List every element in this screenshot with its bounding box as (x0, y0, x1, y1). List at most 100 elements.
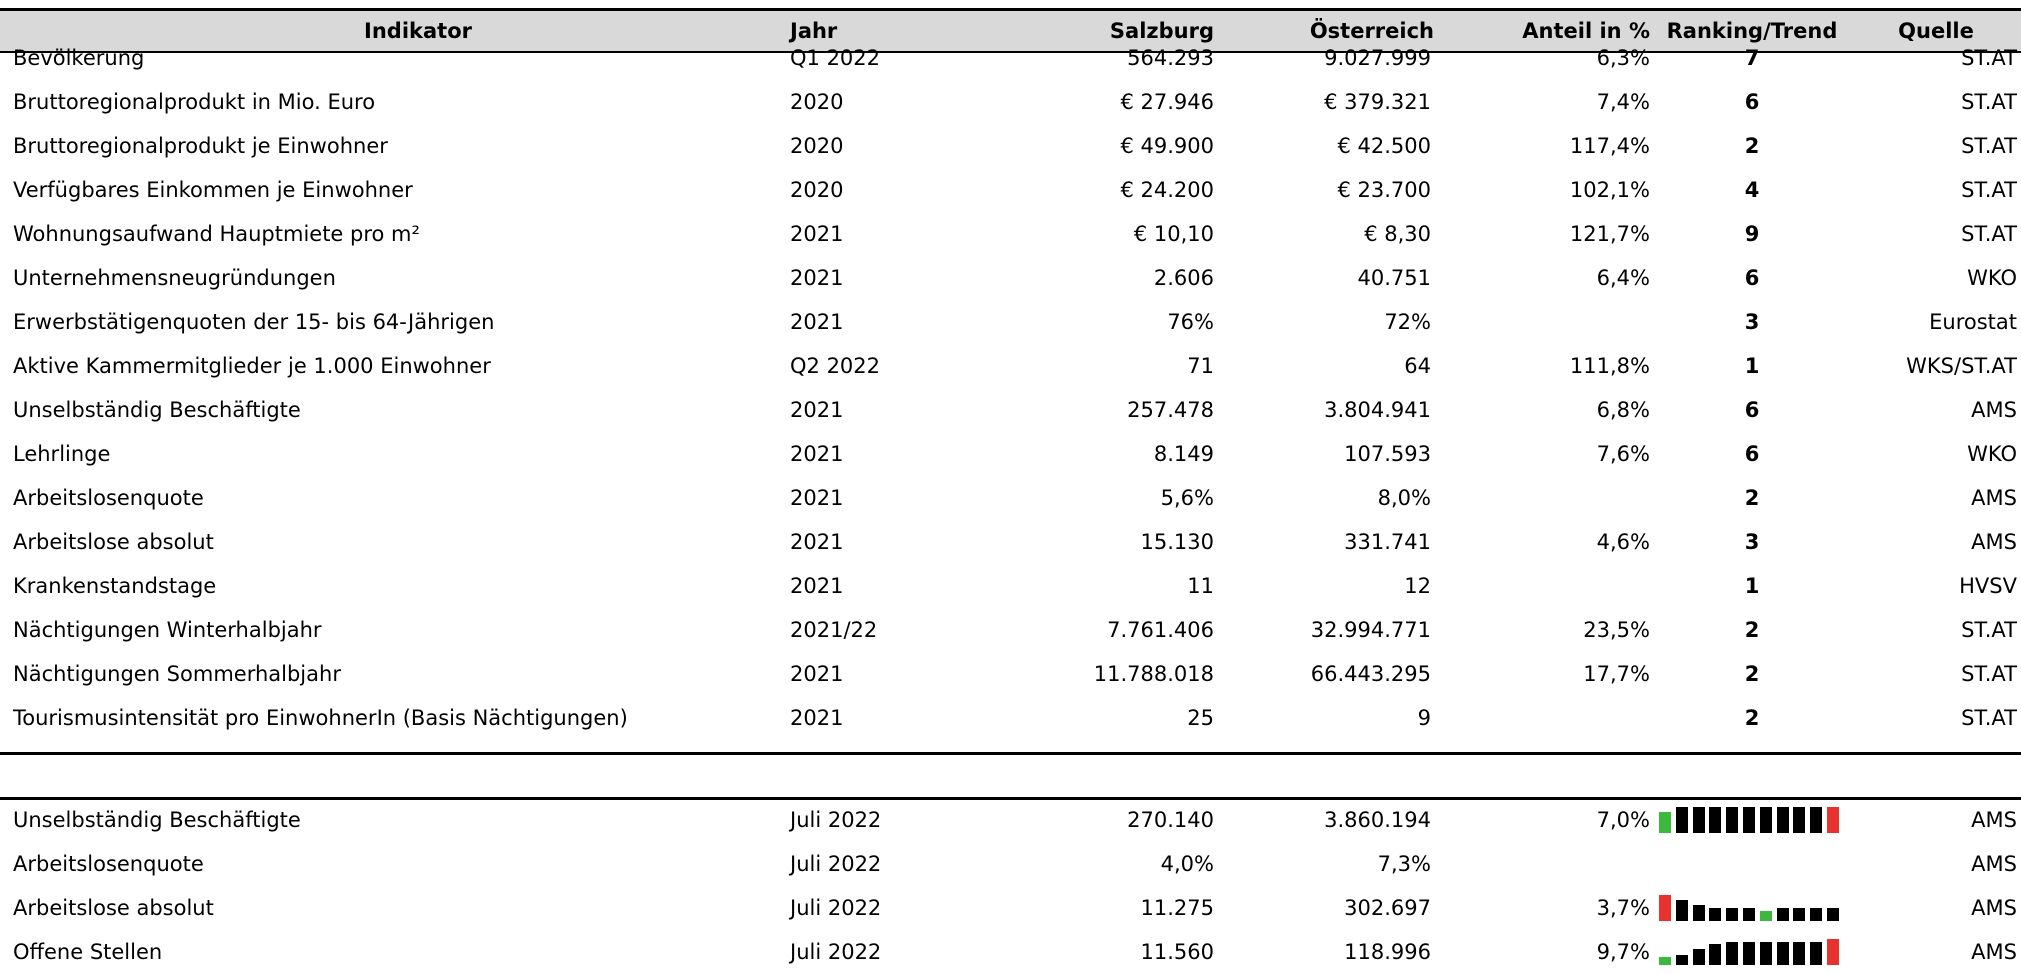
cell: 6 (1744, 442, 1760, 466)
cell: Nächtigungen Winterhalbjahr (13, 618, 322, 642)
trend-bar (1759, 807, 1772, 833)
cell: Arbeitslose absolut (13, 896, 214, 920)
header-cell: Quelle (1898, 19, 1974, 43)
trend-bar (1709, 944, 1722, 965)
cell: Juli 2022 (790, 808, 882, 832)
cell: Bevölkerung (13, 46, 145, 70)
cell: € 10,10 (1133, 222, 1214, 246)
cell: 270.140 (1127, 808, 1214, 832)
cell: Unselbständig Beschäftigte (13, 398, 301, 422)
cell: Arbeitslose absolut (13, 530, 214, 554)
trend-bar (1793, 941, 1806, 965)
cell: 64 (1404, 354, 1431, 378)
trend-bar (1743, 807, 1755, 833)
trend-bar (1810, 941, 1823, 965)
header-cell: Österreich (1309, 19, 1434, 43)
rule (0, 752, 2021, 755)
cell: Krankenstandstage (13, 574, 217, 598)
cell: ST.AT (1961, 90, 2017, 114)
cell: WKO (1967, 266, 2017, 290)
cell: 4,0% (1160, 852, 1214, 876)
trend-bar (1810, 908, 1823, 921)
cell: 2021 (790, 222, 844, 246)
cell: ST.AT (1961, 178, 2017, 202)
cell: 6 (1744, 398, 1760, 422)
cell: 2 (1744, 486, 1760, 510)
cell: € 379.321 (1324, 90, 1431, 114)
trend-bar (1743, 941, 1755, 965)
trend-bar (1776, 908, 1789, 921)
trend-bar (1759, 941, 1772, 965)
cell: 2021/22 (790, 618, 878, 642)
cell: 2020 (790, 178, 844, 202)
header-cell: Salzburg (1109, 19, 1214, 43)
trend-bar (1692, 949, 1705, 965)
rule (0, 797, 2021, 800)
cell: 9.027.999 (1324, 46, 1431, 70)
cell: 2021 (790, 574, 844, 598)
cell: 40.751 (1357, 266, 1431, 290)
cell: Arbeitslosenquote (13, 852, 204, 876)
trend-bar (1692, 807, 1705, 833)
cell: 2 (1744, 134, 1760, 158)
cell: € 8,30 (1364, 222, 1431, 246)
cell: 15.130 (1140, 530, 1214, 554)
cell: 11.788.018 (1093, 662, 1214, 686)
cell: Q1 2022 (790, 46, 881, 70)
cell: ST.AT (1961, 134, 2017, 158)
trend-bar (1827, 939, 1839, 965)
cell: 25 (1187, 706, 1214, 730)
cell: 2021 (790, 310, 844, 334)
cell: Nächtigungen Sommerhalbjahr (13, 662, 341, 686)
trend-bar (1726, 908, 1739, 921)
trend-bar (1659, 812, 1671, 833)
cell: 2021 (790, 266, 844, 290)
cell: 564.293 (1127, 46, 1214, 70)
cell: 3.860.194 (1324, 808, 1431, 832)
header-bg (0, 9, 2021, 52)
cell: € 23.700 (1337, 178, 1431, 202)
cell: € 24.200 (1120, 178, 1214, 202)
trend-bar (1675, 807, 1688, 833)
cell: 331.741 (1344, 530, 1431, 554)
cell: 257.478 (1127, 398, 1214, 422)
cell: 3.804.941 (1324, 398, 1431, 422)
cell: 9 (1417, 706, 1431, 730)
cell: 1 (1744, 574, 1760, 598)
cell: 7 (1744, 46, 1760, 70)
cell: 1 (1744, 354, 1760, 378)
cell: Offene Stellen (13, 940, 163, 964)
cell: Unternehmensneugründungen (13, 266, 336, 290)
trend-bar (1759, 910, 1772, 921)
cell: 11.275 (1140, 896, 1214, 920)
cell: 2.606 (1153, 266, 1214, 290)
cell: WKO (1967, 442, 2017, 466)
cell: 71 (1187, 354, 1214, 378)
trend-bar (1659, 895, 1671, 921)
trend-bar (1675, 954, 1688, 965)
cell: WKS/ST.AT (1906, 354, 2017, 378)
cell: 2 (1744, 662, 1760, 686)
trend-bar (1675, 900, 1688, 921)
cell: 6 (1744, 90, 1760, 114)
header-cell: Anteil in % (1522, 19, 1650, 43)
cell: Q2 2022 (790, 354, 881, 378)
cell: AMS (1971, 398, 2017, 422)
cell: 7.761.406 (1107, 618, 1214, 642)
cell: 17,7% (1583, 662, 1650, 686)
cell: AMS (1971, 808, 2017, 832)
cell: Erwerbstätigenquoten der 15- bis 64-Jähr… (13, 310, 495, 334)
cell: Verfügbares Einkommen je Einwohner (13, 178, 413, 202)
cell: 11.560 (1140, 940, 1214, 964)
cell: 6,3% (1596, 46, 1650, 70)
cell: HVSV (1959, 574, 2017, 598)
cell: AMS (1971, 486, 2017, 510)
cell: 111,8% (1569, 354, 1650, 378)
cell: 3,7% (1596, 896, 1650, 920)
cell: 2021 (790, 442, 844, 466)
trend-bar (1726, 941, 1739, 965)
cell: 2 (1744, 706, 1760, 730)
cell: Juli 2022 (790, 940, 882, 964)
header-cell: Jahr (790, 19, 838, 43)
